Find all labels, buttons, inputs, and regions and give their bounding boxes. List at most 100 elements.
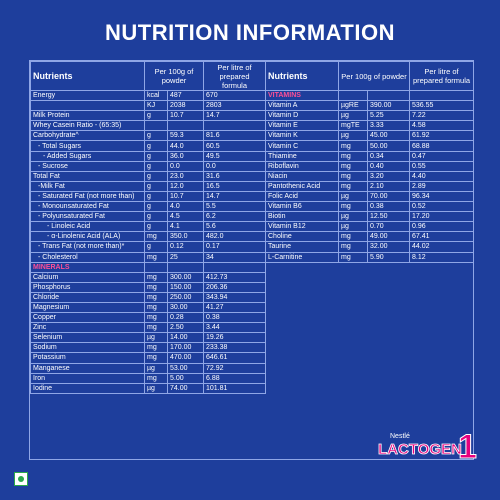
table-row: Milk Protein g 10.7 14.7: [30, 110, 266, 122]
per100-cell: 470.00: [167, 352, 204, 364]
unit-cell: g: [144, 150, 168, 162]
perlitre-cell: 49.5: [203, 150, 266, 162]
nutrient-name: L-Carnitine: [265, 251, 339, 263]
unit-cell: g: [144, 180, 168, 192]
nutrient-name: - Added Sugars: [30, 150, 145, 162]
perlitre-cell: 81.6: [203, 130, 266, 142]
table-row: Niacin mg 3.20 4.40: [265, 170, 474, 182]
header-nutrients: Nutrients: [30, 61, 145, 91]
table-row: - Added Sugars g 36.0 49.5: [30, 150, 266, 162]
unit-cell: mgTE: [338, 120, 368, 132]
perlitre-cell: 6.88: [203, 372, 266, 384]
per100-cell: 350.0: [167, 231, 204, 243]
nutrient-name: [30, 100, 145, 112]
nutrient-name: - Total Sugars: [30, 140, 145, 152]
perlitre-cell: 72.92: [203, 362, 266, 374]
per100-cell: 14.00: [167, 332, 204, 344]
header-per100g: Per 100g of powder: [338, 61, 410, 91]
table-row: -Milk Fat g 12.0 16.5: [30, 180, 266, 192]
nutrient-name: Vitamin A: [265, 100, 339, 112]
perlitre-cell: 0.52: [409, 201, 474, 213]
table-row: - Linoleic Acid g 4.1 5.6: [30, 221, 266, 233]
unit-cell: mg: [338, 140, 368, 152]
table-row: Riboflavin mg 0.40 0.55: [265, 160, 474, 172]
nutrient-name: - Linoleic Acid: [30, 221, 145, 233]
nutrient-name: Taurine: [265, 241, 339, 253]
perlitre-cell: 2.89: [409, 180, 474, 192]
header-per-litre: Per litre of prepared formula: [203, 61, 266, 91]
nutrient-name: Potassium: [30, 352, 145, 364]
unit-cell: g: [144, 211, 168, 223]
per100-cell: 45.00: [367, 130, 410, 142]
nutrient-name: - Sucrose: [30, 160, 145, 172]
perlitre-cell: [409, 89, 474, 102]
nutrient-name: Vitamin B6: [265, 201, 339, 213]
left-table-body: Nutrients Per 100g of powder Per litre o…: [30, 61, 266, 394]
unit-cell: g: [144, 140, 168, 152]
header-row: Nutrients Per 100g of powder Per litre o…: [30, 61, 266, 91]
nutrient-name: - Monounsaturated Fat: [30, 201, 145, 213]
per100-cell: 53.00: [167, 362, 204, 374]
left-nutrient-table: Nutrients Per 100g of powder Per litre o…: [30, 61, 266, 394]
table-row: L-Carnitine mg 5.90 8.12: [265, 251, 474, 263]
table-row: Vitamin B6 mg 0.38 0.52: [265, 201, 474, 213]
table-row: - α-Linolenic Acid (ALA) mg 350.0 482.0: [30, 231, 266, 243]
per100-cell: 0.40: [367, 160, 410, 172]
nutrient-name: Selenium: [30, 332, 145, 344]
per100-cell: 74.00: [167, 382, 204, 394]
per100-cell: [167, 261, 204, 273]
table-row: - Polyunsaturated Fat g 4.5 6.2: [30, 211, 266, 223]
nutrient-name: Milk Protein: [30, 110, 145, 122]
perlitre-cell: 7.22: [409, 110, 474, 122]
per100-cell: 4.1: [167, 221, 204, 233]
perlitre-cell: 2803: [203, 100, 266, 112]
per100-cell: 23.0: [167, 170, 204, 182]
unit-cell: mg: [338, 251, 368, 263]
table-row: Vitamin B12 µg 0.70 0.96: [265, 221, 474, 233]
unit-cell: mg: [144, 352, 168, 364]
perlitre-cell: 206.36: [203, 281, 266, 293]
table-row: Potassium mg 470.00 646.61: [30, 352, 266, 364]
nutrient-name: Chloride: [30, 291, 145, 303]
nutrient-name: - α-Linolenic Acid (ALA): [30, 231, 145, 243]
per100-cell: 12.0: [167, 180, 204, 192]
unit-cell: µgRE: [338, 100, 368, 112]
unit-cell: mg: [144, 372, 168, 384]
perlitre-cell: 0.17: [203, 241, 266, 253]
nutrient-name: Vitamin E: [265, 120, 339, 132]
perlitre-cell: 670: [203, 89, 266, 102]
per100-cell: 50.00: [367, 140, 410, 152]
nutrient-name: Calcium: [30, 271, 145, 283]
per100-cell: 32.00: [367, 241, 410, 253]
per100-cell: 0.38: [367, 201, 410, 213]
table-row: Chloride mg 250.00 343.94: [30, 291, 266, 303]
perlitre-cell: 5.5: [203, 201, 266, 213]
unit-cell: mg: [144, 342, 168, 354]
table-row: Iodine µg 74.00 101.81: [30, 382, 266, 394]
per100-cell: [167, 120, 204, 132]
per100-cell: 300.00: [167, 271, 204, 283]
perlitre-cell: 0.47: [409, 150, 474, 162]
perlitre-cell: 6.2: [203, 211, 266, 223]
nutrient-name: Vitamin K: [265, 130, 339, 142]
per100-cell: 3.33: [367, 120, 410, 132]
unit-cell: KJ: [144, 100, 168, 112]
table-row: Manganese µg 53.00 72.92: [30, 362, 266, 374]
table-row: - Total Sugars g 44.0 60.5: [30, 140, 266, 152]
perlitre-cell: 3.44: [203, 322, 266, 334]
unit-cell: µg: [338, 211, 368, 223]
per100-cell: 250.00: [167, 291, 204, 303]
perlitre-cell: 68.88: [409, 140, 474, 152]
perlitre-cell: 536.55: [409, 100, 474, 112]
per100-cell: 10.7: [167, 110, 204, 122]
unit-cell: mg: [338, 180, 368, 192]
perlitre-cell: 60.5: [203, 140, 266, 152]
per100-cell: 3.20: [367, 170, 410, 182]
perlitre-cell: 61.92: [409, 130, 474, 142]
nutrient-name: Iodine: [30, 382, 145, 394]
nutrient-name: Manganese: [30, 362, 145, 374]
table-row: Zinc mg 2.50 3.44: [30, 322, 266, 334]
unit-cell: µg: [338, 190, 368, 203]
